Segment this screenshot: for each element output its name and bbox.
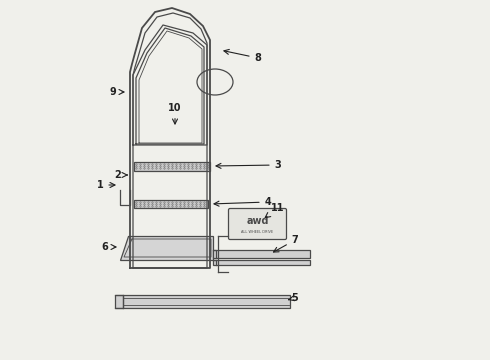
Bar xyxy=(213,260,310,265)
Text: 2: 2 xyxy=(115,170,127,180)
Bar xyxy=(134,162,210,171)
Bar xyxy=(134,200,208,208)
Text: 5: 5 xyxy=(289,293,298,303)
Text: 8: 8 xyxy=(224,49,262,63)
Text: 1: 1 xyxy=(97,180,115,190)
Polygon shape xyxy=(120,236,213,260)
Bar xyxy=(115,295,290,308)
Text: 3: 3 xyxy=(216,160,281,170)
FancyBboxPatch shape xyxy=(228,208,287,239)
Text: 7: 7 xyxy=(273,235,298,252)
Bar xyxy=(213,250,310,258)
Text: 9: 9 xyxy=(110,87,124,97)
Text: 10: 10 xyxy=(168,103,182,124)
Text: ALL WHEEL DRIVE: ALL WHEEL DRIVE xyxy=(242,230,273,234)
Text: 11: 11 xyxy=(265,203,285,217)
Text: 6: 6 xyxy=(101,242,116,252)
Text: awd: awd xyxy=(246,216,269,226)
Text: 4: 4 xyxy=(214,197,271,207)
